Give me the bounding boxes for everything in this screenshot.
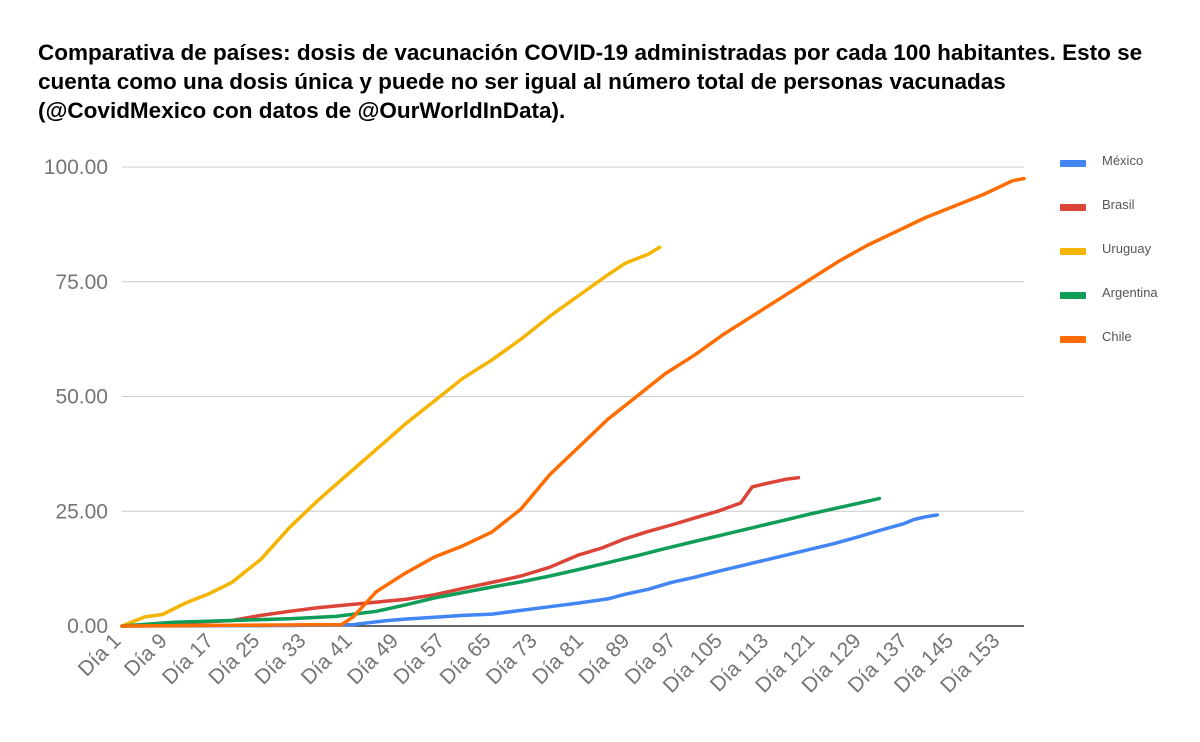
x-tick-label: Día 33 (251, 629, 311, 689)
y-tick-label: 50.00 (55, 386, 108, 409)
legend-item-uruguay[interactable]: Uruguay (1060, 240, 1158, 284)
x-tick-label: Día 49 (343, 629, 403, 689)
legend-swatch (1060, 336, 1086, 343)
legend-swatch (1060, 160, 1086, 167)
legend-swatch (1060, 204, 1086, 211)
legend-label: Uruguay (1102, 241, 1152, 256)
y-tick-label: 0.00 (67, 615, 108, 638)
legend-item-chile[interactable]: Chile (1060, 328, 1158, 372)
legend-item-argentina[interactable]: Argentina (1060, 284, 1158, 328)
x-tick-label: Día 25 (204, 629, 264, 689)
legend-label: Chile (1102, 329, 1132, 344)
y-tick-label: 25.00 (55, 500, 108, 523)
series-line-mxico (120, 513, 940, 628)
chart-legend: México Brasil Uruguay Argentina Chile (1060, 152, 1158, 372)
legend-label: México (1102, 153, 1144, 168)
series-line-chile (120, 176, 1026, 628)
x-tick-label: Día 89 (574, 629, 634, 689)
x-tick-label: Día 73 (482, 629, 542, 689)
x-tick-label: Día 17 (158, 629, 218, 689)
y-tick-label: 75.00 (55, 271, 108, 294)
x-tick-label: Día 81 (528, 629, 588, 689)
x-tick-label: Día 65 (436, 629, 496, 689)
series-line-uruguay (120, 245, 662, 628)
legend-item-brasil[interactable]: Brasil (1060, 196, 1158, 240)
legend-swatch (1060, 292, 1086, 299)
x-tick-label: Día 57 (389, 629, 449, 689)
legend-swatch (1060, 248, 1086, 255)
series-line-brasil (120, 475, 801, 628)
series-line-argentina (120, 496, 882, 628)
legend-label: Argentina (1102, 285, 1158, 300)
chart-title: Comparativa de países: dosis de vacunaci… (38, 40, 1143, 123)
legend-label: Brasil (1102, 197, 1135, 212)
y-tick-label: 100.00 (44, 156, 108, 179)
x-tick-label: Día 41 (297, 629, 357, 689)
legend-item-mexico[interactable]: México (1060, 152, 1158, 196)
